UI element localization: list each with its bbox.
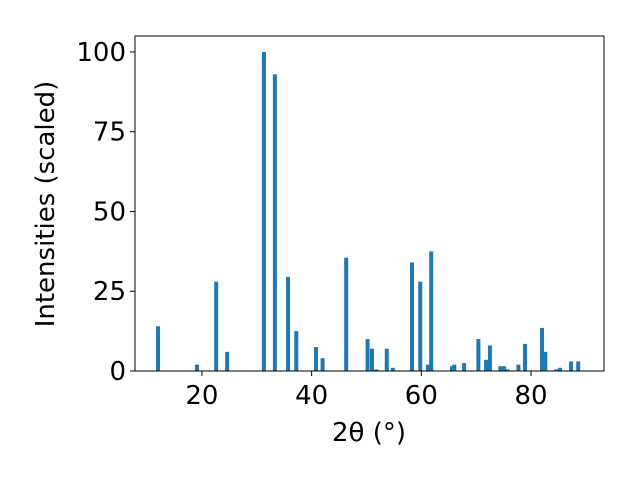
- bar: [502, 366, 507, 371]
- bar: [261, 51, 266, 371]
- bar: [476, 339, 481, 371]
- bar: [429, 251, 434, 371]
- bar: [294, 331, 299, 371]
- bar: [450, 366, 455, 371]
- y-tick-label: 0: [109, 357, 126, 387]
- bar: [272, 74, 277, 372]
- bar: [425, 364, 430, 371]
- y-axis-label: Intensities (scaled): [31, 81, 61, 328]
- bar: [523, 343, 528, 371]
- bar: [314, 347, 319, 371]
- bar: [540, 327, 545, 371]
- bar: [194, 364, 199, 371]
- bar: [558, 367, 563, 371]
- bar: [390, 367, 395, 371]
- y-tick-label: 25: [93, 277, 126, 307]
- bar: [543, 351, 548, 371]
- bar: [487, 345, 492, 371]
- x-tick-label: 40: [295, 381, 328, 411]
- bar: [214, 281, 219, 371]
- y-tick-label: 100: [76, 38, 126, 68]
- y-tick-label: 50: [93, 197, 126, 227]
- bar: [498, 366, 503, 371]
- bar: [569, 361, 574, 371]
- bar: [369, 348, 374, 371]
- x-axis-label: 2θ (°): [332, 418, 406, 448]
- bar: [156, 326, 161, 371]
- bar: [384, 348, 389, 371]
- bar: [286, 276, 291, 371]
- bar: [505, 369, 510, 371]
- bar: [576, 361, 581, 371]
- bar: [452, 364, 457, 371]
- bar: [484, 359, 489, 371]
- bar: [320, 358, 325, 371]
- bar: [344, 257, 349, 371]
- x-tick-label: 80: [514, 381, 547, 411]
- x-tick-label: 20: [185, 381, 218, 411]
- bar: [225, 351, 230, 371]
- x-tick-label: 60: [405, 381, 438, 411]
- bar: [418, 281, 423, 371]
- bar: [462, 363, 467, 371]
- plot-frame: [134, 35, 605, 372]
- bar: [365, 339, 370, 371]
- bar: [374, 369, 379, 371]
- bar: [410, 262, 415, 371]
- y-tick-label: 75: [93, 118, 126, 148]
- bar: [554, 369, 559, 371]
- bar: [516, 364, 521, 371]
